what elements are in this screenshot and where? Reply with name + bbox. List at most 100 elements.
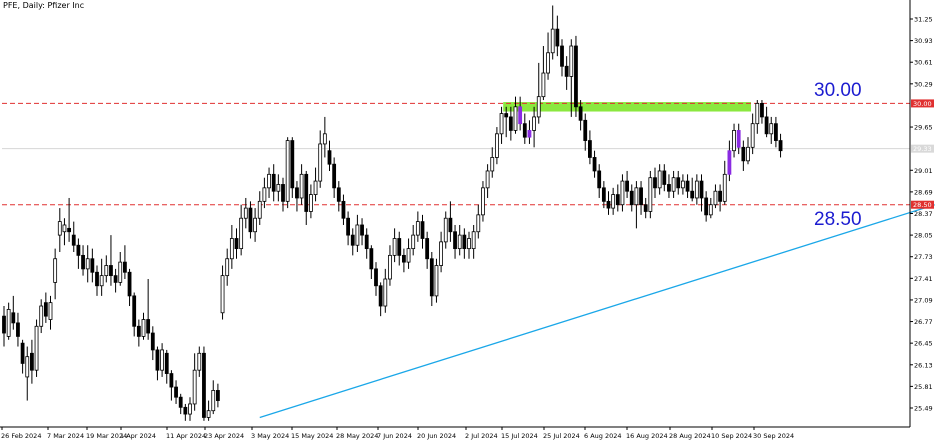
candle-body-50 <box>234 238 239 250</box>
candle-body-9 <box>43 302 48 317</box>
y-tick-label-5: 29.65 <box>914 124 933 132</box>
candle-66 <box>308 184 313 219</box>
candle-body-24 <box>113 275 118 283</box>
candle-body-108 <box>504 113 509 118</box>
candle-27 <box>127 268 132 307</box>
candle-145 <box>676 170 681 195</box>
candle-body-140 <box>653 177 657 189</box>
candle-body-138 <box>643 204 648 212</box>
candle-160 <box>746 137 750 165</box>
candle-body-103 <box>481 187 485 216</box>
candle-body-149 <box>694 180 699 199</box>
level-lines-layer <box>2 102 910 206</box>
candle-body-69 <box>322 133 327 145</box>
candle-33 <box>155 346 160 381</box>
candle-102 <box>476 204 481 239</box>
candle-157 <box>732 123 736 158</box>
candle-body-83 <box>388 254 392 280</box>
candle-151 <box>704 191 709 222</box>
candle-body-154 <box>718 190 722 202</box>
candle-body-35 <box>164 352 169 374</box>
candle-body-29 <box>136 325 141 337</box>
x-tick-label-5: 23 Apr 2024 <box>204 432 244 440</box>
ascending-trendline <box>259 204 935 419</box>
candle-body-90 <box>420 221 425 239</box>
candle-body-38 <box>178 396 183 408</box>
y-tick-label-12: 27.73 <box>914 253 933 261</box>
candle-93 <box>434 258 439 303</box>
candle-4 <box>20 339 25 374</box>
candle-body-3 <box>16 322 20 337</box>
candle-body-41 <box>192 369 197 405</box>
candle-body-23 <box>109 265 113 277</box>
candle-133 <box>620 174 625 212</box>
candle-body-21 <box>99 275 104 287</box>
candle-10 <box>48 295 53 330</box>
candle-16 <box>76 238 81 269</box>
candle-6 <box>29 339 34 384</box>
x-tick-label-15: 16 Aug 2024 <box>626 432 668 440</box>
candle-119 <box>555 15 560 57</box>
candle-body-42 <box>197 352 202 371</box>
candle-body-111 <box>518 106 523 125</box>
candle-95 <box>443 211 448 249</box>
candle-94 <box>439 231 444 273</box>
candle-128 <box>597 164 602 198</box>
current-price-label: 29.33 <box>913 145 932 153</box>
candle-59 <box>276 174 281 202</box>
candle-body-158 <box>736 130 741 148</box>
candle-53 <box>248 201 253 239</box>
y-tick-label-16: 26.45 <box>914 340 933 348</box>
y-tick-label-8: 28.69 <box>914 188 933 196</box>
candle-19 <box>90 248 95 283</box>
candle-body-6 <box>29 352 34 371</box>
candle-body-91 <box>425 238 430 260</box>
candle-42 <box>197 346 202 377</box>
candle-3 <box>16 312 20 347</box>
candle-112 <box>522 113 527 144</box>
candle-body-26 <box>123 261 127 273</box>
candle-body-15 <box>71 234 76 246</box>
candle-body-13 <box>62 224 67 233</box>
candle-90 <box>420 214 425 249</box>
candle-body-155 <box>722 173 727 202</box>
candle-body-52 <box>243 207 248 219</box>
candle-116 <box>541 46 546 101</box>
candle-82 <box>383 268 388 313</box>
candle-73 <box>341 194 346 225</box>
candle-7 <box>34 319 39 377</box>
candle-body-1 <box>6 308 11 337</box>
candle-158 <box>736 123 741 155</box>
candle-148 <box>690 177 695 202</box>
candle-body-161 <box>750 123 755 148</box>
candle-129 <box>601 181 606 209</box>
candle-body-160 <box>746 146 750 162</box>
candle-141 <box>657 164 662 195</box>
candle-body-97 <box>453 231 457 250</box>
candle-137 <box>639 181 643 215</box>
candle-21 <box>99 258 104 296</box>
candle-body-61 <box>285 140 290 202</box>
candle-body-73 <box>341 200 346 219</box>
candle-body-4 <box>20 342 25 364</box>
level-axis-box-1 <box>911 200 934 209</box>
candle-98 <box>457 224 462 256</box>
candle-64 <box>299 164 304 205</box>
candle-body-98 <box>457 234 462 250</box>
candle-body-68 <box>318 143 323 182</box>
candle-body-119 <box>555 28 560 47</box>
candle-body-39 <box>183 406 188 415</box>
candle-body-125 <box>583 119 588 141</box>
candle-body-142 <box>662 170 667 185</box>
candle-48 <box>225 248 230 286</box>
x-tick-label-11: 2 Jul 2024 <box>465 432 498 440</box>
candle-167 <box>778 133 783 158</box>
candle-body-64 <box>299 173 304 199</box>
candle-83 <box>388 245 392 286</box>
candle-body-130 <box>606 200 611 209</box>
candle-2 <box>11 295 16 330</box>
candle-body-101 <box>471 231 476 250</box>
candle-body-70 <box>327 150 332 165</box>
candle-15 <box>71 221 76 252</box>
